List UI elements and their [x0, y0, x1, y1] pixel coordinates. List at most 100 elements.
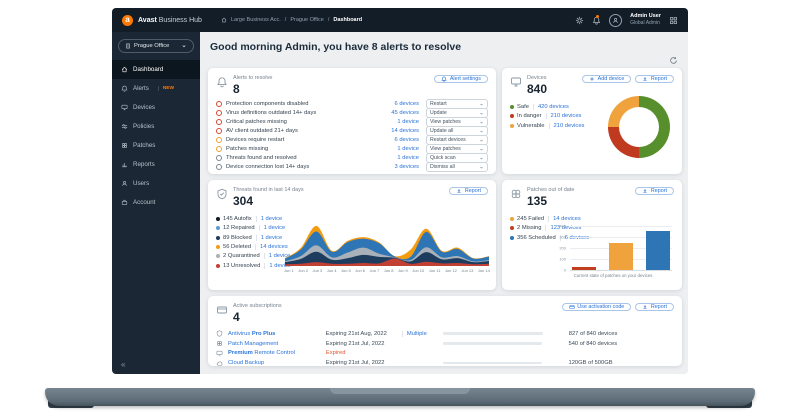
dashboard-main: Good morning Admin, you have 8 alerts to…	[200, 32, 688, 374]
legend-item: 145 Autofix 1 device	[216, 215, 290, 222]
subscription-expiry: Expiring 21st Jul, 2022	[325, 340, 385, 347]
patches-chart-area: 400 300 200 100 0 Current state of patches o…	[554, 224, 672, 284]
subscription-progress-0	[443, 332, 543, 336]
sidebar-item-devices[interactable]: Devices	[112, 98, 200, 117]
subscription-name[interactable]: Patch Management	[228, 340, 279, 347]
report-button[interactable]: Report	[449, 187, 488, 195]
topbar: a Avast Business Hub Large Business Acc.…	[112, 8, 688, 32]
sidebar-item-alerts[interactable]: Alerts NEW	[112, 79, 200, 98]
alert-settings-button[interactable]: Alert settings	[434, 75, 488, 83]
user-block[interactable]: Admin User Global Admin	[630, 13, 661, 26]
patches-y-axis: 400 300 200 100 0	[554, 224, 566, 273]
devices-link[interactable]: 210 devices	[545, 113, 581, 120]
subscription-expiry: Expired	[325, 350, 346, 357]
use-activation-code-button[interactable]: Use activation code	[561, 303, 632, 311]
bell-icon	[441, 76, 447, 82]
alerts-count: 8	[233, 81, 240, 96]
devices-link[interactable]: 6 devices	[394, 101, 420, 108]
gear-icon[interactable]	[575, 16, 584, 25]
download-icon	[643, 189, 648, 194]
sidebar-item-dashboard[interactable]: Dashboard	[112, 60, 200, 79]
remote-control-icon	[216, 350, 223, 356]
breadcrumb-item[interactable]: Large Business Acc.	[230, 17, 281, 23]
monitor-icon	[121, 104, 128, 111]
subscription-name[interactable]: Premium Remote Control	[228, 350, 296, 357]
add-device-button[interactable]: Add device	[582, 75, 632, 83]
devices-link[interactable]: 45 devices	[391, 110, 419, 117]
breadcrumb-item[interactable]: Prague Office	[290, 17, 324, 23]
bar-failed	[609, 243, 633, 270]
notifications-icon[interactable]	[592, 14, 601, 25]
subscription-progress-3	[442, 361, 543, 365]
severity-icon	[216, 146, 222, 153]
org-selector[interactable]: Prague Office	[118, 39, 194, 53]
threats-area-chart	[285, 225, 489, 266]
devices-link[interactable]: 14 devices	[548, 215, 581, 222]
devices-link[interactable]: 123 devices	[545, 225, 581, 232]
report-button[interactable]: Report	[635, 75, 674, 83]
devices-link[interactable]: 1 device	[258, 225, 285, 232]
sidebar-item-reports[interactable]: Reports	[112, 155, 200, 174]
subscription-row: Patch Management Expiring 21st Jul, 2022…	[216, 339, 674, 349]
dashboard-icon	[121, 66, 128, 73]
action-dropdown[interactable]: Dismiss all	[426, 162, 488, 173]
devices-link[interactable]: 1 device	[397, 119, 419, 126]
devices-link[interactable]: 6 devices	[394, 137, 420, 144]
legend-dot	[216, 216, 220, 221]
report-button[interactable]: Report	[635, 303, 674, 311]
alert-row: Device connection lost 14+ days 3 device…	[216, 162, 488, 173]
business-hub-app: a Avast Business Hub Large Business Acc.…	[112, 8, 688, 374]
legend-item: 12 Repaired 1 device	[216, 225, 290, 232]
severity-icon	[216, 164, 222, 171]
subscription-usage: 827 of 840 devices	[568, 330, 618, 337]
devices-link[interactable]: 1 device	[255, 215, 282, 222]
devices-link[interactable]: 3 devices	[394, 164, 420, 171]
sidebar-item-policies[interactable]: Policies	[112, 117, 200, 136]
patches-icon	[217, 341, 222, 346]
chevron-down-icon	[480, 121, 483, 124]
card-title: Patches out of date	[527, 187, 575, 193]
report-button[interactable]: Report	[635, 187, 674, 195]
subscription-name[interactable]: Antivirus Pro Plus	[228, 330, 276, 337]
patches-bar-chart	[570, 226, 672, 270]
sidebar-collapse-button[interactable]: «	[121, 360, 126, 369]
avatar[interactable]	[609, 13, 623, 27]
building-icon	[126, 43, 130, 49]
devices-link[interactable]: 1 device	[255, 234, 282, 241]
notification-badge-dot	[595, 14, 600, 18]
download-icon	[457, 189, 462, 194]
patches-card: Patches out of date 135 Report 245 Faile…	[502, 180, 682, 290]
subscription-usage: 120GB of 500GB	[568, 360, 613, 367]
x-tick-label: Jun 11	[428, 267, 441, 273]
subscription-multiple-link[interactable]: Multiple	[401, 330, 443, 337]
user-name: Admin User	[630, 13, 661, 20]
chevron-down-icon	[480, 166, 483, 169]
devices-link[interactable]: 14 devices	[391, 128, 419, 135]
chevron-down-icon	[480, 112, 483, 115]
devices-link[interactable]: 1 device	[264, 262, 291, 269]
y-tick-label: 300	[559, 234, 566, 240]
subscription-name[interactable]: Cloud Backup	[228, 360, 265, 367]
breadcrumb: Large Business Acc. / Prague Office / Da…	[221, 17, 362, 23]
devices-link[interactable]: 210 devices	[548, 122, 584, 129]
refresh-icon[interactable]	[669, 56, 678, 65]
user-role: Global Admin	[630, 20, 660, 27]
devices-link[interactable]: 1 device	[397, 146, 419, 153]
sidebar-item-users[interactable]: Users	[112, 174, 200, 193]
sidebar-item-account[interactable]: Account	[112, 193, 200, 212]
devices-link[interactable]: 14 devices	[255, 244, 288, 251]
sidebar-item-patches[interactable]: Patches	[112, 136, 200, 155]
app-switcher-icon[interactable]	[669, 16, 678, 25]
subscriptions-count: 4	[233, 309, 240, 324]
devices-count: 840	[527, 81, 548, 96]
plus-icon	[590, 77, 594, 81]
subscription-usage: 540 of 840 devices	[568, 340, 618, 347]
devices-link[interactable]: 420 devices	[532, 103, 569, 110]
subscription-expiry: Expiring 21st Aug, 2022	[325, 330, 387, 337]
devices-link[interactable]: 1 device	[397, 155, 419, 162]
devices-link[interactable]: 1 device	[263, 253, 290, 260]
subscription-row: Premium Remote Control Expired	[216, 348, 674, 358]
card-title: Active subscriptions	[233, 303, 282, 309]
severity-icon	[216, 137, 222, 144]
x-tick-label: Jun 6	[355, 267, 366, 273]
